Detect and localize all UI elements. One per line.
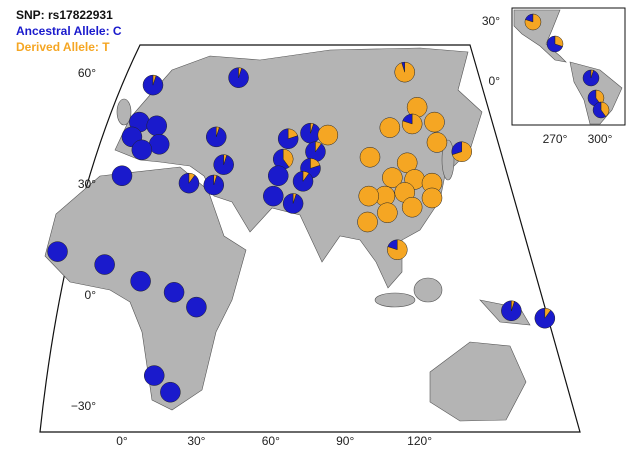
derived-slice — [600, 101, 610, 117]
derived-slice — [379, 117, 401, 138]
derived-slice — [387, 239, 408, 260]
x-tick-label: 270° — [543, 132, 568, 146]
derived-slice — [394, 61, 415, 83]
ancestral-slice — [130, 270, 151, 292]
ancestral-slice — [163, 282, 185, 303]
derived-slice — [511, 300, 515, 311]
x-tick-label: 120° — [407, 434, 432, 448]
ancestral-slice — [263, 185, 284, 207]
derived-slice — [377, 202, 398, 223]
derived-slice — [524, 13, 542, 31]
derived-slice — [310, 158, 321, 169]
derived-slice — [287, 128, 298, 140]
x-tick-label: 300° — [588, 132, 613, 146]
derived-slice — [357, 211, 378, 233]
x-tick-label: 30° — [187, 434, 205, 448]
ancestral-slice — [186, 296, 207, 318]
ancestral-slice — [131, 139, 153, 161]
derived-slice — [590, 69, 594, 79]
derived-slice — [382, 167, 403, 188]
derived-slice — [358, 185, 380, 207]
y-tick-label: 0° — [489, 74, 501, 88]
derived-slice — [238, 67, 242, 78]
derived-slice — [426, 132, 448, 153]
y-tick-label: −30° — [71, 399, 96, 413]
derived-slice — [292, 193, 297, 204]
ancestral-slice — [47, 241, 68, 262]
derived-slice — [310, 122, 314, 134]
legend-derived: Derived Allele: T — [16, 40, 110, 54]
ancestral-slice — [94, 254, 115, 275]
derived-slice — [421, 187, 443, 209]
derived-slice — [544, 307, 552, 319]
derived-slice — [152, 74, 157, 86]
y-tick-label: 30° — [482, 14, 500, 28]
derived-slice — [401, 196, 423, 218]
derived-slice — [401, 113, 423, 135]
derived-slice — [302, 171, 310, 183]
y-tick-label: 30° — [78, 177, 96, 191]
ancestral-slice — [160, 381, 181, 403]
ancestral-slice — [111, 165, 133, 186]
y-tick-label: 0° — [85, 288, 97, 302]
ancestral-slice — [592, 101, 607, 119]
derived-slice — [317, 124, 339, 146]
derived-slice — [213, 174, 218, 186]
x-tick-label: 90° — [336, 434, 354, 448]
derived-slice — [554, 35, 564, 47]
derived-slice — [424, 111, 445, 133]
derived-slice — [359, 147, 381, 168]
derived-slice — [223, 154, 228, 165]
ancestral-slice — [272, 148, 290, 170]
ancestral-slice — [143, 365, 165, 386]
x-tick-label: 60° — [262, 434, 280, 448]
ancestral-slice — [148, 134, 170, 155]
legend-ancestral: Ancestral Allele: C — [16, 24, 122, 38]
x-tick-label: 0° — [116, 434, 128, 448]
ancestral-slice — [146, 115, 167, 137]
derived-slice — [215, 126, 220, 137]
ancestral-slice — [267, 165, 289, 186]
derived-slice — [188, 172, 196, 184]
derived-slice — [315, 141, 322, 153]
derived-slice — [451, 141, 473, 162]
legend-title: SNP: rs17822931 — [16, 8, 113, 22]
ancestral-slice — [277, 128, 299, 149]
y-tick-label: 60° — [78, 66, 96, 80]
derived-slice — [282, 148, 294, 168]
